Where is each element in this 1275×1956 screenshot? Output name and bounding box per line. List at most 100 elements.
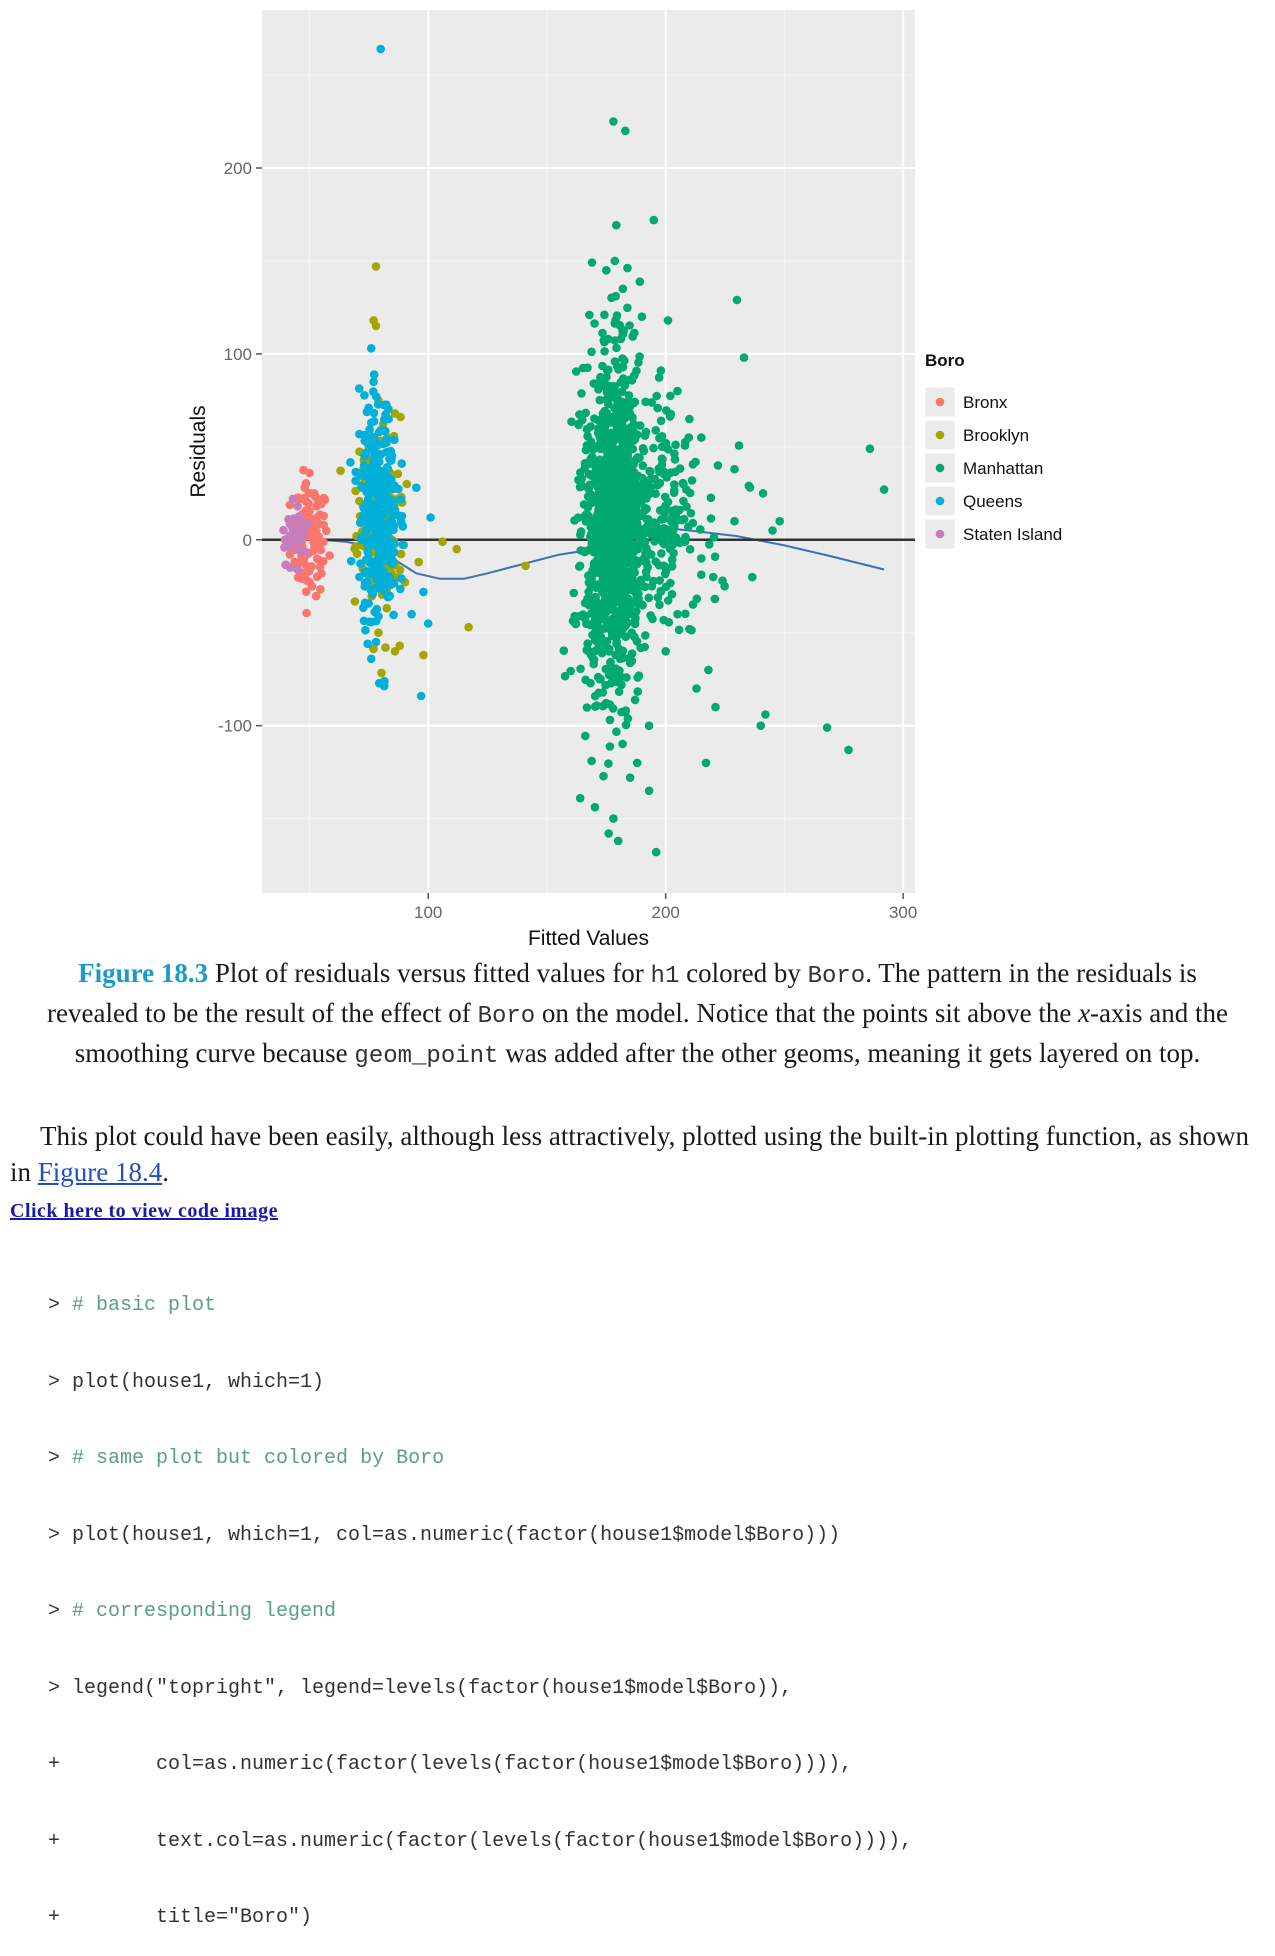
data-point [709,533,719,542]
data-point [630,597,640,607]
data-point [571,619,581,629]
data-point [311,591,321,601]
data-point [655,478,665,488]
data-point [608,412,617,422]
data-point [620,459,629,468]
data-point [609,434,619,444]
data-point [600,310,609,320]
data-point [670,455,680,464]
data-point [594,416,603,425]
data-point [663,596,673,605]
data-point [398,540,408,549]
data-point [621,706,630,715]
data-point [316,545,326,555]
data-point [612,220,621,230]
data-point [363,639,372,649]
data-point [587,538,597,548]
data-point [629,419,639,429]
data-point [623,714,633,723]
data-point [617,416,627,426]
data-point [650,537,659,546]
data-point [730,464,739,474]
view-code-image-link[interactable]: Click here to view code image [10,1200,278,1222]
data-point [587,756,596,766]
data-point [350,597,360,606]
legend: Boro Bronx Brooklyn Manhattan Queens Staten I… [924,351,1062,550]
data-point [628,332,637,341]
data-point [381,643,390,652]
data-point [593,554,602,564]
data-point [583,492,593,501]
data-point [371,321,381,331]
data-point [865,444,875,454]
data-point [629,371,639,380]
data-point [312,502,321,511]
data-point [298,526,307,535]
data-point [685,624,694,634]
data-point [674,625,684,635]
data-point [376,44,386,54]
data-point [688,460,698,469]
data-point [379,470,389,480]
data-point [595,615,605,624]
data-point [612,311,622,320]
data-point [609,514,618,524]
data-point [590,319,599,328]
data-point [639,446,649,456]
data-point [376,524,385,534]
data-point [367,418,376,428]
data-point [604,365,613,375]
data-point [369,377,378,387]
data-point [591,592,600,602]
data-point [360,598,370,608]
data-point [598,688,607,697]
data-point [600,347,609,356]
data-point [582,619,591,629]
data-point [632,637,642,646]
data-point [612,677,621,687]
data-point [739,353,749,362]
legend-key-box [924,452,956,484]
data-point [682,502,691,512]
data-point [654,373,664,382]
data-point [610,382,620,391]
code-listing: > # basic plot > plot(house1, which=1) >… [48,1242,1248,1956]
data-point [599,771,608,781]
data-point [316,585,325,594]
data-point [336,466,345,476]
data-point [604,829,613,838]
data-point [374,628,383,637]
data-point [730,516,739,526]
data-point [657,442,667,452]
data-point [389,511,398,520]
data-point [625,408,634,418]
data-point [596,604,606,614]
data-point [367,535,377,544]
data-point [654,561,664,570]
data-point [696,525,705,534]
data-point [632,758,642,768]
data-point [302,576,312,585]
data-point [395,565,405,575]
data-point [603,486,612,495]
data-point [646,611,655,620]
data-point [377,542,386,551]
data-point [583,431,592,441]
data-point [356,533,366,542]
data-point [713,461,723,470]
data-point [627,628,636,637]
data-point [623,303,632,313]
data-point [666,391,675,401]
data-point [377,485,387,494]
data-point [685,488,695,498]
y-tick-label: 200 [224,159,252,178]
data-point [598,328,607,338]
data-point [584,469,594,479]
data-point [612,505,622,514]
caption-text-6: was added after the other geoms, meaning… [498,1038,1201,1068]
data-point [590,802,600,812]
caption-text-4: on the model. Notice that the points sit… [535,998,1079,1028]
data-point [623,437,632,446]
figure-18-4-link[interactable]: Figure 18.4 [37,1157,163,1187]
legend-title: Boro [925,351,965,370]
